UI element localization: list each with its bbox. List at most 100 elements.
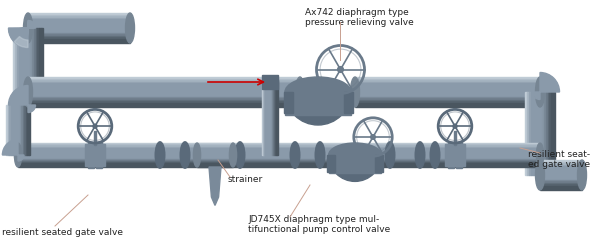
Bar — [28, 102, 300, 104]
Wedge shape — [2, 139, 24, 161]
Bar — [265, 80, 266, 155]
Bar — [355, 78, 540, 80]
Bar — [276, 80, 277, 155]
Bar — [18, 165, 540, 166]
Bar — [12, 105, 14, 155]
Bar — [355, 82, 540, 83]
Bar — [540, 178, 582, 180]
Ellipse shape — [430, 142, 440, 168]
Bar — [28, 78, 300, 80]
Bar — [549, 92, 551, 175]
Bar — [197, 156, 233, 157]
Bar — [22, 28, 24, 105]
Ellipse shape — [385, 142, 395, 168]
Bar — [540, 163, 582, 164]
Bar — [28, 25, 130, 26]
Bar — [197, 166, 233, 167]
Bar — [8, 105, 9, 155]
Bar — [355, 83, 540, 84]
Text: resilient seated gate valve: resilient seated gate valve — [2, 228, 123, 237]
Bar — [28, 32, 130, 34]
Polygon shape — [209, 167, 221, 205]
Bar — [28, 106, 300, 107]
Bar — [540, 184, 582, 186]
Bar — [28, 36, 130, 37]
Bar — [18, 149, 540, 150]
Bar — [32, 28, 34, 105]
Bar — [540, 174, 582, 175]
Circle shape — [93, 124, 97, 128]
Wedge shape — [25, 21, 29, 48]
Wedge shape — [18, 21, 32, 45]
Bar — [327, 155, 334, 172]
Bar — [355, 102, 540, 104]
Ellipse shape — [415, 142, 425, 168]
Ellipse shape — [350, 77, 359, 107]
Bar — [355, 95, 540, 96]
Bar — [18, 153, 540, 154]
Bar — [18, 157, 540, 159]
Bar — [11, 105, 12, 155]
Bar — [197, 150, 233, 151]
Bar — [24, 105, 25, 155]
Bar — [540, 176, 582, 178]
Bar — [197, 163, 233, 165]
Bar — [28, 98, 300, 100]
Bar — [28, 89, 300, 90]
Bar — [543, 92, 546, 175]
Bar — [540, 186, 582, 187]
Bar — [272, 80, 273, 155]
Bar — [18, 166, 540, 167]
Bar — [269, 80, 270, 155]
Bar — [18, 160, 540, 161]
Circle shape — [371, 135, 375, 139]
Bar — [41, 28, 43, 105]
Bar — [540, 166, 582, 168]
Bar — [355, 98, 540, 100]
Wedge shape — [14, 22, 33, 43]
Bar — [28, 90, 300, 92]
Bar — [551, 92, 553, 175]
Bar — [540, 182, 582, 184]
Bar — [527, 92, 529, 175]
Bar — [197, 148, 233, 149]
Bar — [355, 77, 540, 78]
Bar — [535, 92, 536, 175]
Bar — [262, 75, 278, 89]
Bar — [17, 105, 18, 155]
Wedge shape — [11, 24, 34, 39]
Bar — [18, 145, 540, 147]
Bar — [454, 131, 456, 145]
Bar — [274, 80, 275, 155]
Bar — [18, 150, 540, 151]
Wedge shape — [12, 23, 34, 41]
Bar — [525, 92, 527, 175]
Bar — [28, 28, 30, 105]
Bar — [18, 148, 540, 149]
Bar — [271, 80, 272, 155]
Bar — [197, 160, 233, 161]
Bar — [13, 28, 15, 105]
Bar — [18, 143, 540, 144]
Bar — [95, 142, 102, 168]
Circle shape — [453, 124, 457, 128]
Ellipse shape — [285, 77, 351, 107]
Bar — [355, 80, 540, 82]
Wedge shape — [10, 24, 35, 37]
Ellipse shape — [536, 143, 543, 167]
Bar — [28, 101, 300, 102]
Bar — [445, 144, 465, 166]
Bar — [28, 31, 130, 32]
Bar — [266, 80, 267, 155]
Bar — [28, 34, 130, 36]
Bar — [18, 154, 540, 155]
Wedge shape — [9, 26, 36, 34]
Ellipse shape — [24, 77, 33, 107]
Bar — [25, 105, 27, 155]
Bar — [28, 22, 130, 24]
Bar — [355, 101, 540, 102]
Bar — [28, 38, 130, 40]
Bar — [28, 82, 300, 83]
Ellipse shape — [235, 142, 245, 168]
Bar — [284, 92, 292, 113]
